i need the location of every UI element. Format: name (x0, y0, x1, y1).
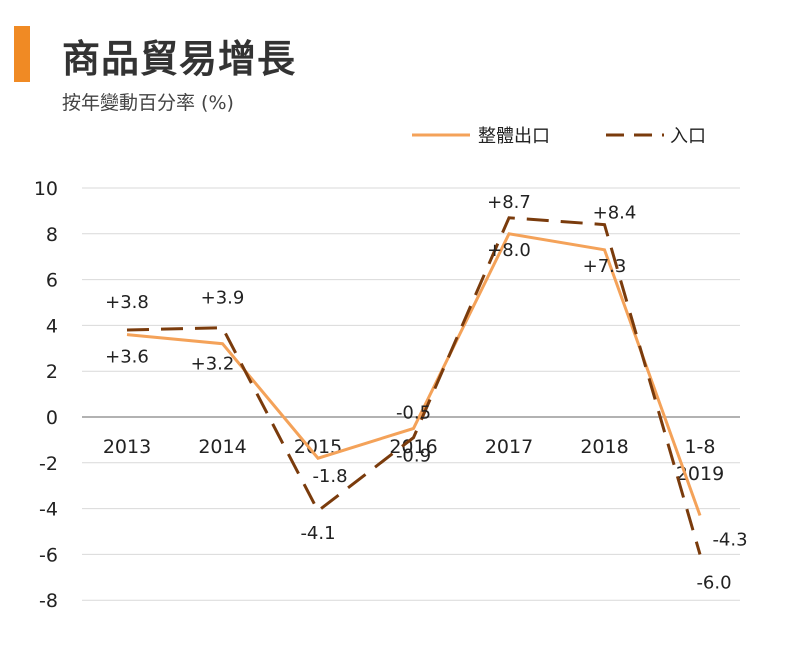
x-tick-label: 1-8 (684, 436, 715, 458)
grid-lines (82, 187, 740, 601)
import-data-label: -0.9 (396, 446, 431, 467)
legend-label-import: 入口 (670, 126, 706, 147)
y-tick-label: 10 (34, 178, 58, 200)
export-data-label: +8.0 (487, 240, 531, 261)
x-tick-label: 2018 (580, 436, 628, 458)
legend: 整體出口 入口 (412, 126, 706, 147)
import-data-label: +8.7 (487, 192, 531, 213)
y-tick-label: -2 (39, 453, 58, 475)
data-labels: +3.6 +3.2 -1.8 -0.5 +8.0 +7.3 -4.3 +3.8 +3.9 -4.1… (105, 192, 747, 594)
y-tick-label: 4 (46, 315, 58, 337)
import-series-line (126, 216, 702, 555)
export-data-label: -1.8 (312, 466, 347, 487)
export-data-label: +7.3 (583, 256, 627, 277)
series-lines (126, 216, 702, 555)
export-data-label: +3.6 (105, 347, 149, 368)
import-data-label: +8.4 (593, 203, 637, 224)
chart-title: 商品貿易增長 (62, 37, 297, 81)
y-tick-label: -8 (39, 590, 58, 612)
title-accent-bar (14, 26, 30, 82)
export-data-label: +3.2 (191, 354, 235, 375)
import-data-label: +3.8 (105, 292, 149, 313)
y-tick-label: 0 (46, 407, 58, 429)
chart-subtitle: 按年變動百分率 (%) (62, 92, 234, 114)
x-tick-label: 2017 (485, 436, 533, 458)
export-data-label: -4.3 (712, 529, 747, 550)
export-data-label: -0.5 (396, 402, 431, 423)
legend-label-export: 整體出口 (478, 126, 550, 147)
import-data-label: +3.9 (201, 288, 245, 309)
import-data-label: -4.1 (300, 523, 335, 544)
y-tick-label: -6 (39, 544, 58, 566)
y-tick-label: 2 (46, 361, 58, 383)
y-tick-label: 8 (46, 224, 58, 246)
y-axis-ticks: 10 8 6 4 2 0 -2 -4 -6 -8 (34, 178, 58, 612)
x-tick-label: 2014 (198, 436, 246, 458)
export-series-line (126, 232, 702, 516)
y-tick-label: 6 (46, 270, 58, 292)
import-data-label: -6.0 (696, 572, 731, 593)
y-tick-label: -4 (39, 499, 58, 521)
x-tick-label: 2016 (389, 436, 437, 458)
x-tick-label: 2013 (103, 436, 151, 458)
